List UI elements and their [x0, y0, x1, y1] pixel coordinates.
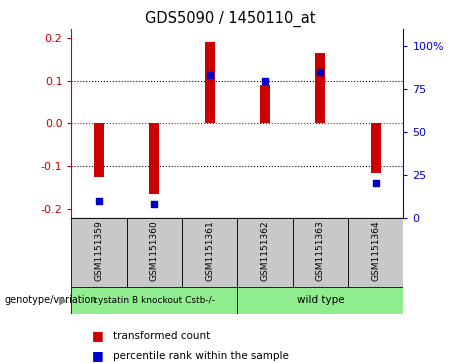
- Text: GSM1151363: GSM1151363: [316, 221, 325, 281]
- Point: [372, 180, 379, 186]
- Text: GSM1151364: GSM1151364: [371, 221, 380, 281]
- Text: genotype/variation: genotype/variation: [5, 295, 97, 305]
- Bar: [182, 218, 237, 287]
- Text: GSM1151362: GSM1151362: [260, 221, 270, 281]
- Text: GSM1151359: GSM1151359: [95, 221, 104, 281]
- Point: [206, 73, 213, 78]
- Bar: [237, 287, 403, 314]
- Bar: [348, 218, 403, 287]
- Text: transformed count: transformed count: [113, 331, 210, 341]
- Text: cystatin B knockout Cstb-/-: cystatin B knockout Cstb-/-: [94, 296, 215, 305]
- Bar: [260, 85, 270, 123]
- Bar: [71, 218, 127, 287]
- Bar: [127, 218, 182, 287]
- Text: ■: ■: [92, 349, 104, 362]
- Text: wild type: wild type: [296, 295, 344, 305]
- Bar: [237, 218, 293, 287]
- Point: [317, 69, 324, 75]
- Text: percentile rank within the sample: percentile rank within the sample: [113, 351, 289, 361]
- Text: GSM1151360: GSM1151360: [150, 221, 159, 281]
- Point: [151, 201, 158, 207]
- Bar: [205, 42, 215, 123]
- Bar: [315, 53, 325, 123]
- Bar: [293, 218, 348, 287]
- Bar: [149, 123, 160, 194]
- Text: GDS5090 / 1450110_at: GDS5090 / 1450110_at: [145, 11, 316, 27]
- Text: ▶: ▶: [59, 295, 68, 305]
- Point: [261, 78, 269, 83]
- Point: [95, 198, 103, 204]
- Text: ■: ■: [92, 329, 104, 342]
- Bar: [71, 287, 237, 314]
- Bar: [94, 123, 104, 177]
- Bar: [371, 123, 381, 173]
- Text: GSM1151361: GSM1151361: [205, 221, 214, 281]
